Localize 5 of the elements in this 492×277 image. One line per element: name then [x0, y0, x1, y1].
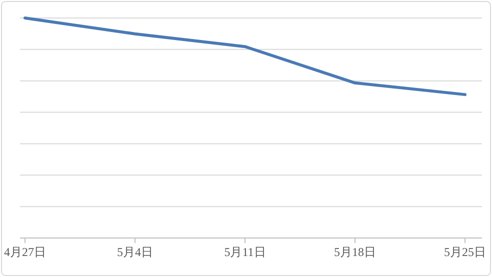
x-tick-label: 4月27日: [4, 245, 46, 259]
x-tick-label: 5月18日: [334, 245, 376, 259]
x-tick-label: 5月25日: [444, 245, 486, 259]
x-tick-label: 5月11日: [224, 245, 266, 259]
x-tick-label: 5月4日: [117, 245, 153, 259]
